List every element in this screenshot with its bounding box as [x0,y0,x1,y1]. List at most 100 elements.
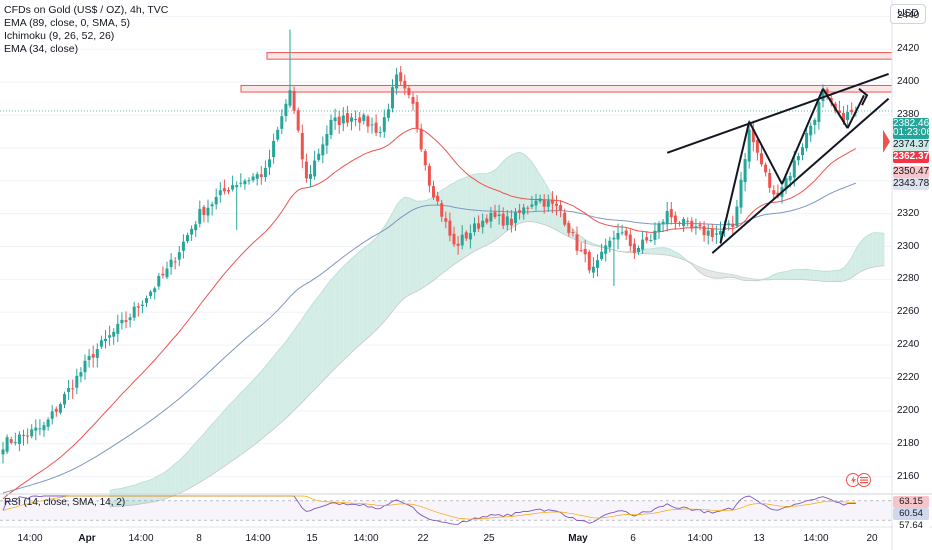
candle [186,232,189,244]
candle-body [423,151,427,166]
candle-body [784,178,788,189]
candle [755,138,759,161]
indicator-ichimoku[interactable]: Ichimoku (9, 26, 52, 26) [4,30,115,42]
candle [493,204,497,220]
candle [632,238,636,260]
candle-body [9,439,13,443]
price-tag: 2350.47 [893,166,930,178]
candle [153,286,157,300]
candle-body [1,449,5,455]
candle-body [157,275,161,287]
cloud-segment [659,247,664,255]
cloud-segment [183,452,188,492]
symbol-title[interactable]: CFDs on Gold (US$ / OZ), 4h, TVC [4,4,169,16]
candle [772,185,776,200]
candle-body [612,237,616,240]
cloud-segment [831,270,836,282]
cloud-segment [380,226,385,326]
candle [555,195,558,216]
cloud-segment [855,242,860,275]
cloud-segment [359,247,364,345]
cloud-segment [499,161,504,238]
candle [505,210,509,231]
candle-body [329,119,333,135]
candle [608,236,612,253]
candle [637,245,640,256]
time-tick-label: 14:00 [245,533,271,544]
indicator-ema34[interactable]: EMA (34, close) [4,43,79,55]
candle-body [95,349,99,358]
candle [489,207,493,229]
rsi-legend[interactable]: RSI (14, close, SMA, 14, 2) [4,497,126,508]
price-tick-label: 2200 [897,404,920,416]
cloud-segment [257,371,262,443]
candle-body [22,435,25,437]
candle [296,107,300,133]
candle [145,295,148,308]
cloud-segment [208,424,213,478]
candle [587,249,591,274]
price-tick-label: 2280 [897,273,920,285]
cloud-segment [306,306,311,398]
time-tick-label: 25 [483,533,495,544]
cloud-segment [441,187,446,274]
candle-body [497,214,501,216]
candle-body [358,117,362,123]
cloud-segment [318,290,323,386]
cloud-segment [302,312,307,403]
candle-body [42,425,46,431]
candle [157,272,161,290]
cloud-segment [806,269,811,281]
candle-body [91,354,95,358]
candle-body [809,125,813,136]
candle-body [75,375,79,388]
candle-body [173,261,177,263]
cloud-segment [396,200,401,307]
candle [58,402,62,415]
candle-body [395,74,399,89]
candle-body [13,442,17,444]
cloud-segment [548,188,553,228]
zigzag-line [822,88,849,129]
cloud-segment [654,247,659,255]
events-icon[interactable] [846,472,872,488]
candle [71,379,75,399]
candle-body [714,233,718,235]
candle-body [772,190,776,195]
grid [0,15,892,478]
candle [616,223,620,250]
price-tick-label: 2400 [897,76,920,88]
candle-body [473,223,476,233]
candle [473,217,476,236]
candle [407,85,411,99]
candle [9,436,13,445]
cloud-segment [667,248,672,256]
cloud-segment [269,356,274,433]
cloud-segment [199,433,204,483]
currency-button[interactable]: USD [890,4,926,24]
cloud-segment [187,447,192,490]
candle [440,199,444,222]
candle [382,109,386,138]
candle-body [38,428,42,430]
cloud-segment [773,273,778,280]
candle-body [702,226,706,236]
candle [665,201,669,232]
cloud-segment [285,335,290,419]
candle-body [214,196,218,205]
candle [846,104,850,128]
candle-body [628,234,632,247]
candle-body [509,218,513,226]
candle-body [645,237,649,241]
indicator-ema89[interactable]: EMA (89, close, 0, SMA, 5) [4,17,131,29]
candle [415,95,419,133]
candle-body [378,131,382,133]
cloud-segment [798,269,803,280]
cloud-segment [523,153,528,223]
cloud-segment [810,269,815,281]
candle [350,113,353,131]
candle [366,114,370,133]
candle [460,225,464,250]
cloud-segment [351,254,356,353]
